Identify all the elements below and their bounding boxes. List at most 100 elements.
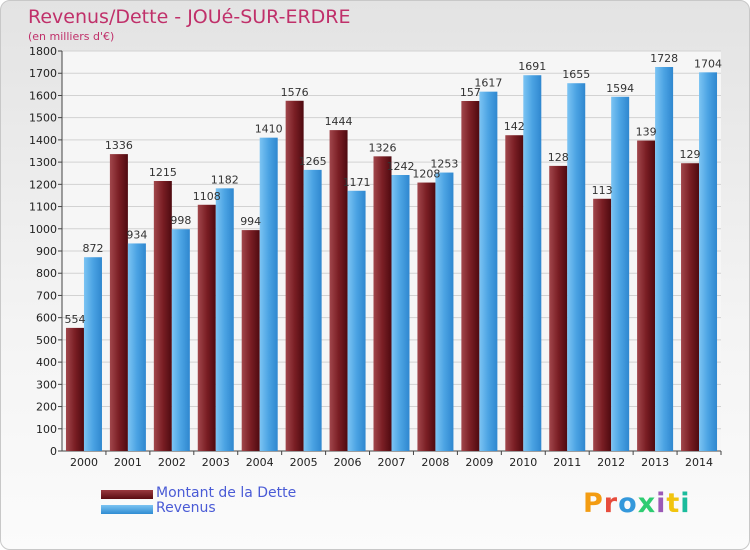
data-label-revenus: 1242 bbox=[387, 160, 415, 173]
y-tick-label: 1400 bbox=[29, 134, 57, 147]
x-tick-label: 2012 bbox=[597, 456, 625, 469]
y-tick-label: 1700 bbox=[29, 67, 57, 80]
bar-revenus bbox=[567, 83, 586, 451]
data-label-dette: 1108 bbox=[193, 190, 221, 203]
y-tick-label: 100 bbox=[36, 423, 57, 436]
bar-revenus bbox=[259, 137, 278, 451]
data-label-dette: 1444 bbox=[325, 115, 353, 128]
legend-swatch-dette bbox=[101, 490, 153, 499]
data-label-dette: 1326 bbox=[369, 141, 397, 154]
bar-revenus bbox=[655, 67, 674, 451]
bar-dette bbox=[329, 130, 348, 451]
y-tick-label: 1300 bbox=[29, 156, 57, 169]
bar-dette bbox=[241, 230, 260, 451]
legend-swatch-revenus bbox=[101, 505, 153, 514]
bar-revenus bbox=[479, 91, 498, 452]
x-tick-label: 2007 bbox=[378, 456, 406, 469]
data-label-dette: 554 bbox=[64, 313, 85, 326]
x-tick-label: 2000 bbox=[70, 456, 98, 469]
y-tick-label: 0 bbox=[50, 445, 57, 458]
y-tick-label: 1200 bbox=[29, 178, 57, 191]
bar-revenus bbox=[611, 96, 630, 452]
y-tick-label: 800 bbox=[36, 267, 57, 280]
chart-subtitle: (en milliers d'€) bbox=[28, 30, 115, 43]
data-label-revenus: 1182 bbox=[211, 173, 239, 186]
y-tick-label: 900 bbox=[36, 245, 57, 258]
logo-letter: P bbox=[583, 488, 604, 519]
data-label-revenus: 1410 bbox=[255, 123, 283, 136]
data-label-dette: 1336 bbox=[105, 139, 133, 152]
x-tick-label: 2005 bbox=[290, 456, 318, 469]
bar-revenus bbox=[523, 75, 542, 451]
logo-letter: i bbox=[656, 488, 667, 519]
data-label-revenus: 934 bbox=[126, 228, 147, 241]
data-label-revenus: 872 bbox=[82, 242, 103, 255]
bar-dette bbox=[637, 140, 656, 452]
data-label-revenus: 1728 bbox=[650, 52, 678, 65]
legend-label-revenus: Revenus bbox=[156, 500, 216, 516]
data-label-dette: 128 bbox=[548, 151, 569, 164]
data-label-dette: 157 bbox=[460, 86, 481, 99]
bar-dette bbox=[681, 163, 700, 451]
data-label-dette: 994 bbox=[240, 215, 261, 228]
y-tick-label: 1600 bbox=[29, 89, 57, 102]
data-label-dette: 1576 bbox=[281, 86, 309, 99]
y-tick-label: 500 bbox=[36, 334, 57, 347]
data-label-dette: 1208 bbox=[412, 168, 440, 181]
bar-revenus bbox=[699, 72, 718, 451]
data-label-revenus: 1704 bbox=[694, 57, 722, 70]
proxiti-logo: Proxiti bbox=[583, 488, 691, 519]
y-tick-label: 1500 bbox=[29, 112, 57, 125]
bar-revenus bbox=[391, 175, 410, 451]
x-tick-label: 2001 bbox=[114, 456, 142, 469]
bar-dette bbox=[373, 156, 392, 452]
logo-letter: r bbox=[603, 488, 619, 519]
x-tick-label: 2014 bbox=[685, 456, 713, 469]
logo-letter: t bbox=[666, 488, 681, 519]
data-label-revenus: 1594 bbox=[606, 82, 634, 95]
bar-dette bbox=[109, 154, 128, 451]
x-tick-label: 2002 bbox=[158, 456, 186, 469]
data-label-dette: 142 bbox=[504, 120, 525, 133]
bar-revenus bbox=[171, 229, 190, 451]
data-label-dette: 139 bbox=[636, 126, 657, 139]
bar-revenus bbox=[83, 257, 102, 451]
bar-revenus bbox=[215, 188, 234, 452]
x-tick-label: 2006 bbox=[334, 456, 362, 469]
y-tick-label: 200 bbox=[36, 401, 57, 414]
bar-dette bbox=[197, 204, 216, 451]
y-tick-label: 600 bbox=[36, 312, 57, 325]
bar-revenus bbox=[435, 172, 454, 452]
data-label-revenus: 998 bbox=[170, 214, 191, 227]
y-tick-label: 1000 bbox=[29, 223, 57, 236]
bar-dette bbox=[65, 327, 84, 451]
bar-dette bbox=[285, 100, 304, 452]
data-label-revenus: 1617 bbox=[474, 77, 502, 90]
bar-dette bbox=[549, 165, 568, 451]
y-tick-label: 1100 bbox=[29, 201, 57, 214]
bar-dette bbox=[417, 182, 436, 452]
x-tick-label: 2003 bbox=[202, 456, 230, 469]
data-label-revenus: 1655 bbox=[562, 68, 590, 81]
x-tick-label: 2008 bbox=[421, 456, 449, 469]
y-tick-label: 700 bbox=[36, 289, 57, 302]
data-label-revenus: 1253 bbox=[430, 158, 458, 171]
legend-label-dette: Montant de la Dette bbox=[156, 485, 297, 501]
x-tick-label: 2010 bbox=[509, 456, 537, 469]
logo-letter: o bbox=[618, 488, 638, 519]
data-label-revenus: 1265 bbox=[299, 155, 327, 168]
x-tick-label: 2013 bbox=[641, 456, 669, 469]
bar-dette bbox=[593, 198, 612, 451]
data-label-dette: 1215 bbox=[149, 166, 177, 179]
data-label-dette: 129 bbox=[680, 148, 701, 161]
data-label-revenus: 1171 bbox=[343, 176, 371, 189]
logo-letter: x bbox=[637, 488, 657, 519]
bar-revenus bbox=[303, 169, 322, 451]
bar-revenus bbox=[127, 243, 146, 451]
bar-dette bbox=[153, 181, 172, 451]
bar-dette bbox=[505, 135, 524, 451]
data-label-revenus: 1691 bbox=[518, 60, 546, 73]
logo-letter: i bbox=[680, 488, 691, 519]
